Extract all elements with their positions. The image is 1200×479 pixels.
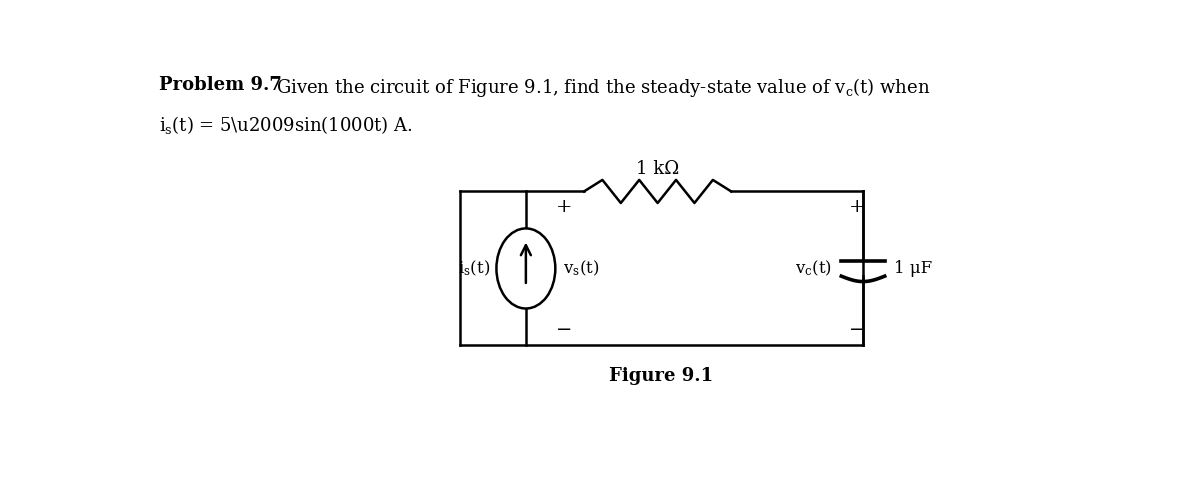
- Text: 1 kΩ: 1 kΩ: [636, 160, 679, 178]
- Text: −: −: [848, 321, 865, 339]
- Text: +: +: [557, 198, 572, 216]
- Text: Figure 9.1: Figure 9.1: [610, 367, 714, 385]
- Text: Problem 9.7: Problem 9.7: [160, 76, 282, 94]
- Text: −: −: [557, 321, 572, 339]
- Text: $\mathregular{i_s}$(t) = 5\u2009sin(1000t) A.: $\mathregular{i_s}$(t) = 5\u2009sin(1000…: [160, 114, 413, 137]
- Ellipse shape: [497, 228, 556, 308]
- Text: $\mathregular{v_s}$(t): $\mathregular{v_s}$(t): [563, 259, 599, 278]
- Text: +: +: [848, 198, 865, 216]
- Text: Given the circuit of Figure 9.1, find the steady-state value of $\mathregular{v_: Given the circuit of Figure 9.1, find th…: [276, 76, 930, 99]
- Text: $\mathregular{v_c}$(t): $\mathregular{v_c}$(t): [796, 259, 832, 278]
- Text: 1 μF: 1 μF: [894, 260, 932, 277]
- Text: $\mathregular{i_s}$(t): $\mathregular{i_s}$(t): [458, 259, 491, 278]
